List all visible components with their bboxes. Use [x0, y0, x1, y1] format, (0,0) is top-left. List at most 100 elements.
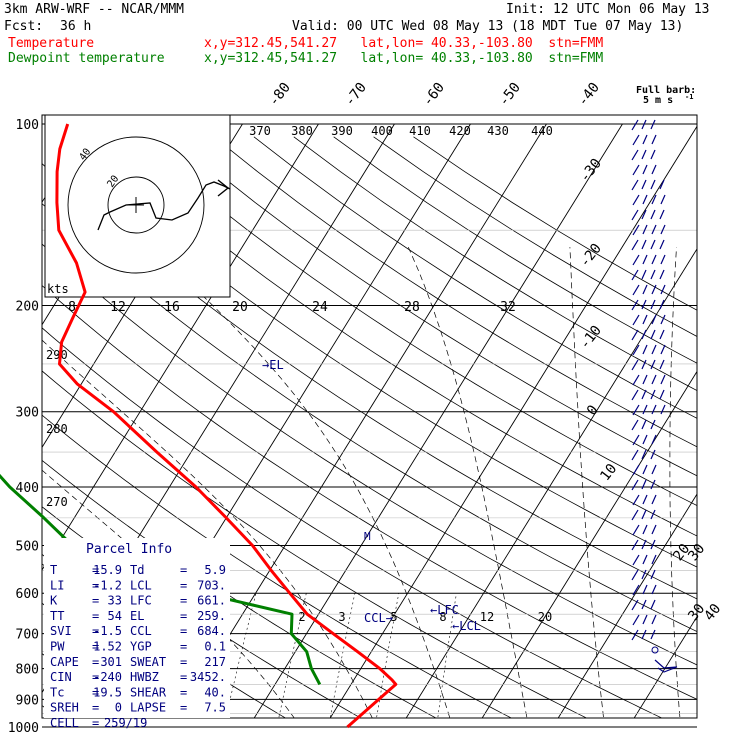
wind-barb-flag: [641, 149, 647, 160]
pressure-tick-label: 300: [16, 406, 39, 421]
wind-barb-flag: [650, 629, 656, 640]
wind-barb-flag: [650, 449, 656, 460]
mixing-ratio-label: 2: [298, 610, 305, 624]
wind-barb-flag: [650, 539, 656, 550]
parcel-param-value: -1.5: [93, 624, 122, 638]
wind-barb: [632, 284, 666, 296]
pressure-tick-label: 1000: [8, 721, 39, 736]
wind-barb: [632, 344, 666, 356]
theta-e-label: 380: [291, 124, 313, 138]
parcel-param-name: YGP: [130, 640, 152, 654]
direction-label: 270: [46, 495, 68, 509]
dry-adiabat: [42, 370, 588, 718]
theta-e-label: 390: [331, 124, 353, 138]
wind-barb: [631, 239, 665, 251]
wind-barb-flag: [641, 629, 647, 640]
wind-barb: [631, 629, 656, 641]
wind-barb-flag: [641, 509, 647, 520]
wind-barb-flag: [650, 479, 656, 490]
wind-barb-flag: [651, 224, 657, 235]
parcel-cell-label: CELL: [50, 716, 79, 730]
isotherm-line: [253, 123, 623, 718]
parcel-param-value: 40.: [204, 685, 226, 699]
wind-barb-staff: [632, 464, 640, 476]
wind-barb-staff: [632, 194, 640, 206]
parcel-param-value: 15.9: [93, 563, 122, 577]
wind-barb-flag: [650, 239, 656, 250]
dry-adiabat: [42, 163, 697, 600]
wind-barb-flag: [641, 239, 647, 250]
pressure-tick-label: 900: [16, 693, 39, 708]
parcel-info-box: [44, 538, 230, 718]
isotherm-label: -50: [496, 80, 524, 110]
wind-barb-staff: [632, 344, 640, 356]
wind-barb: [632, 254, 666, 266]
el-marker: →EL: [262, 358, 284, 372]
wind-barb: [632, 554, 657, 566]
wind-barb-flag: [641, 179, 647, 190]
wind-barb-flag: [642, 164, 648, 175]
isotherm-label: -70: [342, 80, 370, 110]
mixing-ratio-label: 8: [439, 610, 446, 624]
dry-adiabat: [54, 136, 697, 568]
dry-adiabat: [133, 136, 697, 507]
pressure-tick-label: 500: [16, 539, 39, 554]
wind-barb-flag: [660, 404, 666, 415]
parcel-equals: =: [92, 594, 99, 608]
wind-barb-flag: [641, 299, 647, 310]
isotherm-line: [705, 124, 740, 727]
isotherm-line: [557, 493, 697, 718]
wind-barb-flag: [651, 584, 657, 595]
wind-barb-flag: [641, 539, 647, 550]
wind-barb-flag: [660, 374, 666, 385]
wind-barb-flag: [651, 464, 657, 475]
hodograph-trace: [97, 181, 231, 231]
wind-barb-flag: [650, 509, 656, 520]
parcel-param-name: EL: [130, 609, 144, 623]
wind-barb-flag: [642, 614, 648, 625]
speed-label: 24: [312, 300, 328, 315]
parcel-param-name: SHEAR: [130, 685, 167, 699]
wind-barb-flag: [650, 419, 656, 430]
wind-barb-flag: [659, 359, 665, 370]
parcel-equals: =: [92, 609, 99, 623]
wind-barb-flag: [651, 254, 657, 265]
wind-barb-legend-exponent: -1: [685, 93, 693, 101]
wind-barb: [631, 509, 656, 521]
wind-barb: [632, 374, 666, 386]
parcel-param-name: SVI: [50, 624, 72, 638]
calm-wind-marker: [651, 646, 659, 654]
wind-barb: [631, 419, 656, 431]
parcel-param-name: LFC: [130, 594, 152, 608]
isotherm-line: [0, 124, 14, 727]
wind-barb-staff: [631, 119, 639, 131]
wind-barb-staff: [632, 584, 640, 596]
speed-label: 8: [68, 300, 76, 315]
pressure-tick-label: 200: [16, 300, 39, 315]
wind-barb-staff: [631, 149, 639, 161]
wind-barb-staff: [632, 524, 640, 536]
wind-barb-flag: [660, 194, 666, 205]
lfc-marker: ←LFC: [430, 603, 459, 617]
mixing-ratio-label: 12: [480, 610, 494, 624]
wind-barb-flag: [650, 599, 656, 610]
parcel-param-name: SWEAT: [130, 655, 166, 669]
isotherm-label: 40: [701, 601, 724, 624]
wind-barb-flag: [641, 599, 647, 610]
parcel-param-value: 259.: [197, 609, 226, 623]
parcel-equals: =: [92, 578, 99, 592]
parcel-equals: =: [180, 624, 187, 638]
parcel-param-name: Tc: [50, 685, 64, 699]
wind-barb-staff: [632, 374, 640, 386]
theta-e-label: 400: [371, 124, 393, 138]
hodograph-ring: [107, 176, 165, 234]
parcel-equals: =: [92, 701, 99, 715]
parcel-param-name: T: [50, 563, 57, 577]
wind-barb-flag: [651, 524, 657, 535]
wind-barb-staff: [632, 164, 640, 176]
parcel-param-value: 33: [108, 594, 122, 608]
wind-barb: [631, 119, 656, 131]
wind-barb: [632, 224, 666, 236]
wind-barb-flag: [659, 269, 665, 280]
speed-label: 20: [232, 300, 248, 315]
